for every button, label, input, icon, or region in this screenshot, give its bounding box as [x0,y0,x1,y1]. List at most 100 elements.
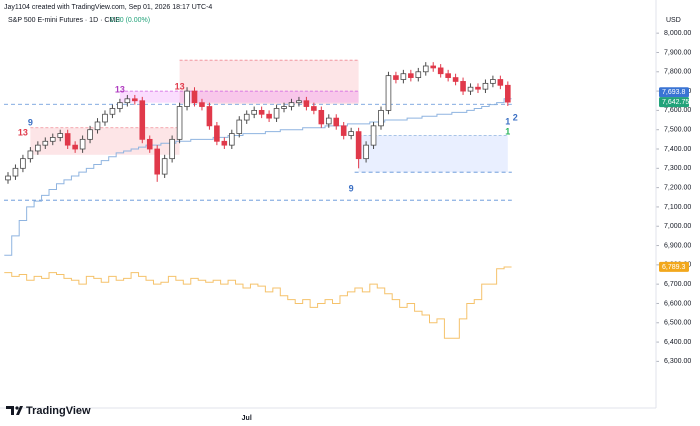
price-label: 6,789.3 [662,264,685,271]
candle-body [370,125,377,146]
candle-body [303,100,310,107]
y-tick-label: 6,400.00 [664,339,691,346]
annotation: 2 [513,112,518,122]
candle-body [132,98,138,102]
candle-body [79,138,86,150]
annotation: 1 [505,116,510,126]
candle-body [422,65,429,73]
candle-body [355,131,362,160]
step-line [4,98,512,256]
candle-body [490,79,496,84]
candle-body [445,73,451,78]
annotation: 13 [115,84,125,94]
candle-body [57,133,64,138]
candle-body [467,86,474,92]
candle-body [20,158,26,169]
candle-body [393,75,399,80]
y-tick-label: 7,900.00 [664,49,691,56]
candle-body [460,81,466,92]
candle-body [452,77,459,82]
y-tick-label: 7,300.00 [664,165,691,172]
candle-body [139,100,146,140]
candle-body [475,86,481,90]
candle-body [42,140,49,146]
candle-body [94,121,101,131]
candle-body [497,79,504,86]
candle-body [318,109,325,125]
candle-body [169,138,175,160]
y-tick-label: 6,600.00 [664,300,691,307]
candle-body [266,113,272,119]
annotation: 13 [175,82,185,92]
y-tick-label: 7,500.00 [664,127,691,134]
y-tick-label: 6,700.00 [664,281,691,288]
annotation: 13 [18,128,28,138]
candle-body [87,129,93,140]
candle-body [64,133,71,146]
candle-body [161,158,168,175]
price-label: 7,642.75 [662,99,689,106]
step-line [4,266,512,339]
candle-body [102,113,108,123]
brand-name: TradingView [26,405,91,417]
y-tick-label: 6,900.00 [664,242,691,249]
price-label: 7,693.8 [662,89,685,96]
candle-body [117,102,123,109]
zone [358,135,508,173]
zone [179,60,359,105]
candle-body [378,109,384,127]
candle-body [408,73,414,78]
header: Jay1104 created with TradingView.com, Se… [4,4,212,11]
y-tick-label: 7,400.00 [664,146,691,153]
candle-body [184,90,190,107]
annotation: 9 [349,184,354,194]
candle-body [191,90,198,104]
candle-body [236,119,243,134]
price-label-box [659,87,689,98]
y-tick-label: 7,800.00 [664,69,691,76]
candle-body [333,117,340,127]
candle-body [340,125,347,136]
candle-body [49,137,56,142]
candle-body [281,106,287,109]
candle-body [199,102,205,107]
candle-body [12,167,19,177]
candle-body [214,125,220,142]
candle-body [206,106,213,127]
candle-body [72,144,78,150]
candle-body [437,67,444,75]
candle-body [251,109,257,115]
y-tick-label: 7,200.00 [664,184,691,191]
currency: USD [666,17,681,24]
logo-mark [6,406,23,415]
candle-body [311,106,317,111]
candle-body [35,144,41,152]
chart-title: S&P 500 E-mini Futures · 1D · CME [8,17,120,24]
annotation: 1 [505,127,510,137]
logo-dot [15,406,19,410]
price-label-box [659,97,689,108]
y-tick-label: 7,600.00 [664,107,691,114]
x-tick-label: Jul [242,415,252,422]
zone [119,91,359,103]
candle-body [505,84,511,103]
candle-body [27,150,34,160]
y-tick-label: 8,000.00 [664,30,691,37]
chart-change: 0.00 (0.00%) [110,17,150,24]
y-tick-label: 6,500.00 [664,320,691,327]
candle-body [363,144,369,160]
brand-logo: TradingView [6,405,91,417]
candle-body [273,108,280,119]
candle-body [109,108,116,115]
candle-body [288,102,295,107]
candle-body [228,133,235,146]
candle-body [221,140,228,146]
y-tick-label: 6,300.00 [664,358,691,365]
price-label-box [659,261,689,272]
candle-body [146,138,153,150]
candle-body [243,113,250,121]
annotation: 9 [28,118,33,128]
